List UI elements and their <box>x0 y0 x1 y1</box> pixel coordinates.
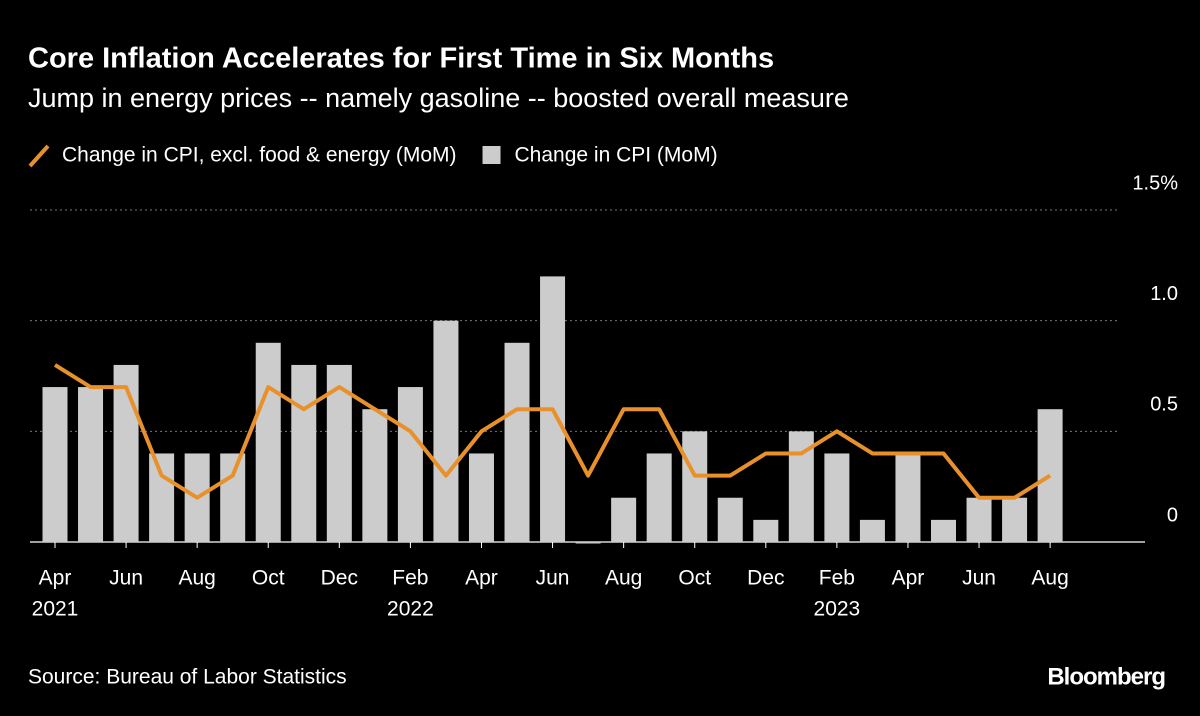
y-tick-label: 0.5 <box>1150 394 1178 416</box>
bar <box>575 542 601 544</box>
x-tick-label: Feb <box>392 567 428 590</box>
x-tick-label: Aug <box>178 567 215 590</box>
bar <box>859 519 885 542</box>
x-tick-label: Jun <box>536 567 570 590</box>
bar <box>611 497 637 542</box>
bar <box>682 431 708 542</box>
x-tick-label: Dec <box>747 567 784 590</box>
line <box>53 363 1052 500</box>
x-year-label: 2021 <box>32 598 79 621</box>
bar <box>895 453 921 542</box>
x-tick-label: Aug <box>1031 567 1068 590</box>
bar <box>468 453 494 542</box>
y-tick-label: 1.0 <box>1150 283 1178 305</box>
bar <box>113 364 139 542</box>
bar <box>78 387 104 542</box>
bar <box>753 519 779 542</box>
x-tick-label: Jun <box>109 567 143 590</box>
bar <box>824 453 850 542</box>
bar <box>717 497 743 542</box>
bar <box>362 409 388 542</box>
legend-line <box>28 144 50 168</box>
bar <box>1002 497 1028 542</box>
x-tick-label: Oct <box>678 567 711 590</box>
bar <box>966 497 992 542</box>
x-tick-label: Oct <box>252 567 285 590</box>
legend-label: Change in CPI, excl. food & energy (MoM) <box>62 144 457 167</box>
legend-swatch <box>482 146 501 164</box>
bar <box>931 519 956 542</box>
x-tick-label: Feb <box>819 567 855 590</box>
chart-title: Core Inflation Accelerates for First Tim… <box>28 43 774 75</box>
bar <box>255 342 281 542</box>
bar <box>646 453 672 542</box>
bar <box>220 453 246 542</box>
x-year-label: 2022 <box>387 598 434 621</box>
bar <box>291 364 317 542</box>
x-tick-label: Apr <box>39 567 72 590</box>
chart-subtitle: Jump in energy prices -- namely gasoline… <box>28 83 849 113</box>
logo: Bloomberg <box>1047 663 1165 690</box>
x-tick-label: Aug <box>605 567 642 590</box>
x-tick-label: Apr <box>892 567 925 590</box>
y-tick-label: 0 <box>1167 504 1178 526</box>
x-tick-label: Jun <box>962 567 996 590</box>
y-tick-label: 1.5% <box>1132 172 1178 194</box>
bar <box>397 387 423 542</box>
source: Source: Bureau of Labor Statistics <box>28 666 347 689</box>
x-year-label: 2023 <box>814 598 861 621</box>
x-tick-label: Dec <box>321 567 358 590</box>
bar <box>42 387 68 542</box>
bar <box>149 453 175 542</box>
x-tick-label: Apr <box>465 567 498 590</box>
bar <box>504 342 530 542</box>
legend-label: Change in CPI (MoM) <box>515 144 718 167</box>
bar <box>433 320 459 542</box>
